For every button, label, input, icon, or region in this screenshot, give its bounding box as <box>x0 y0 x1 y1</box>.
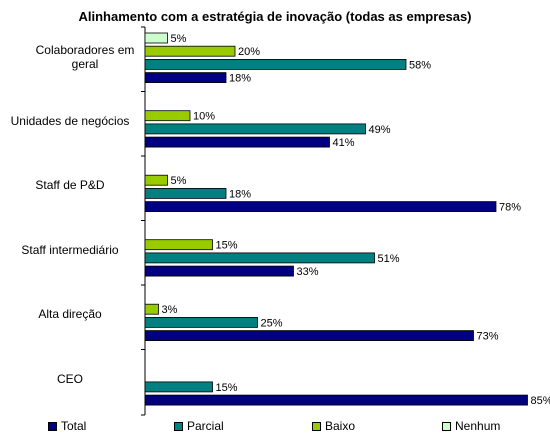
legend-swatch <box>48 421 57 431</box>
bar-parcial <box>144 187 227 199</box>
legend-label: Total <box>61 419 87 433</box>
legend-label: Baixo <box>325 419 356 433</box>
bar-nenhum <box>144 32 168 44</box>
bar-total <box>144 394 528 406</box>
data-label: 3% <box>162 304 178 316</box>
category-label: Staff de P&D <box>35 178 105 192</box>
data-label: 5% <box>171 175 187 187</box>
legend-item-nenhum: Nenhum <box>442 419 500 433</box>
bar-baixo <box>144 303 159 315</box>
bar-total <box>144 72 227 83</box>
legend-item-parcial: Parcial <box>174 419 224 433</box>
data-label: 73% <box>477 331 499 343</box>
bar-baixo <box>144 45 236 57</box>
data-label: 41% <box>333 137 355 149</box>
bar-baixo <box>144 239 213 251</box>
legend-swatch <box>442 421 451 431</box>
data-label: 85% <box>531 395 550 407</box>
legend-item-total: Total <box>48 419 86 433</box>
bar-baixo <box>144 110 191 122</box>
chart-title: Alinhamento com a estratégia de inovação… <box>78 9 472 24</box>
legend-item-baixo: Baixo <box>312 419 355 433</box>
data-label: 5% <box>171 33 187 45</box>
bar-total <box>144 265 294 277</box>
bar-parcial <box>144 381 213 393</box>
legend-swatch <box>174 421 183 431</box>
category-label: Colaboradores em geral <box>35 43 135 71</box>
data-label: 78% <box>499 202 521 214</box>
category-label: CEO <box>56 371 83 386</box>
bar-parcial <box>144 59 407 70</box>
bar-baixo <box>144 174 168 186</box>
category-label: Unidades de negócios <box>10 113 130 128</box>
data-label: 15% <box>216 240 238 252</box>
bar-parcial <box>144 316 258 328</box>
data-label: 51% <box>378 253 400 265</box>
data-label: 33% <box>297 266 319 278</box>
legend-label: Nenhum <box>455 419 501 433</box>
bar-parcial <box>144 252 375 264</box>
legend-label: Parcial <box>187 419 224 433</box>
bar-parcial <box>144 123 366 135</box>
data-label: 18% <box>229 188 251 200</box>
bar-total <box>144 330 474 342</box>
data-label: 15% <box>216 382 238 394</box>
data-label: 18% <box>229 73 251 85</box>
data-label: 20% <box>238 46 260 58</box>
bar-total <box>144 201 497 213</box>
legend-swatch <box>312 421 321 431</box>
data-label: 25% <box>261 317 283 329</box>
data-label: 49% <box>369 124 391 136</box>
data-label: 10% <box>193 111 215 123</box>
bar-total <box>144 136 330 148</box>
category-label: Alta direção <box>38 307 102 321</box>
data-label: 58% <box>409 59 431 71</box>
category-label: Staff intermediário <box>21 242 119 257</box>
